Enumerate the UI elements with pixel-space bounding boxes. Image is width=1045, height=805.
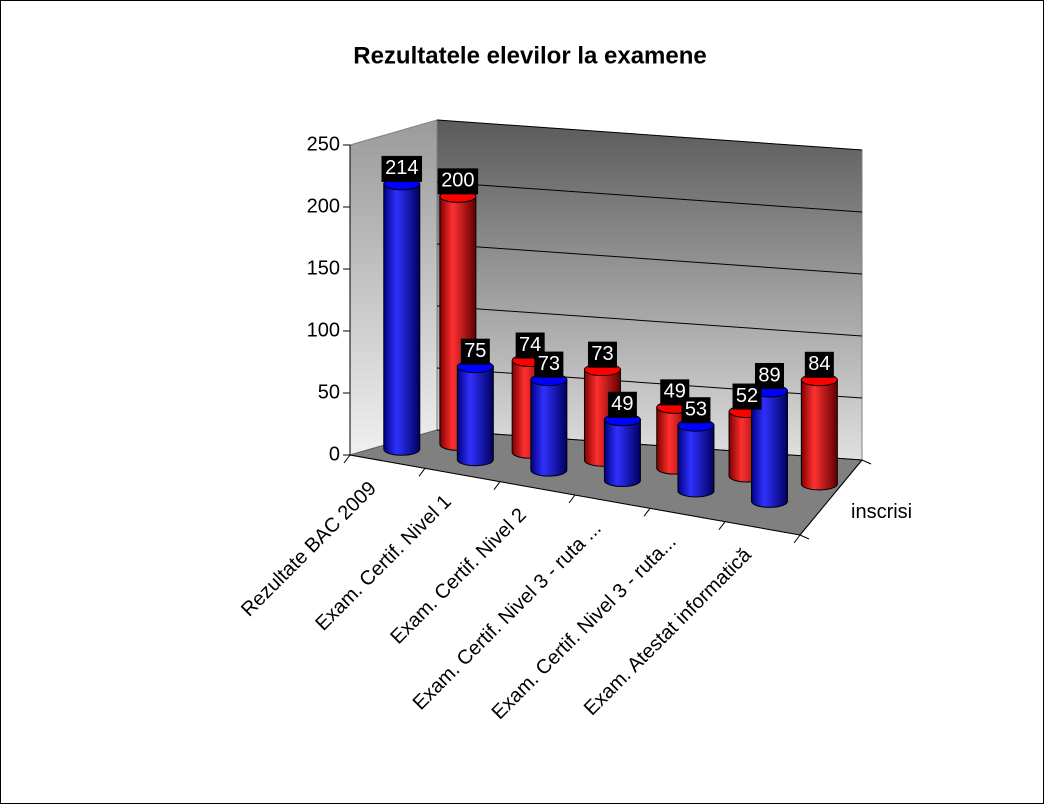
data-label: 53	[685, 398, 707, 420]
cylinder	[530, 373, 568, 477]
data-label: 49	[664, 381, 686, 403]
data-label-bg	[587, 341, 617, 368]
data-label-bg	[754, 362, 784, 389]
grid-line	[436, 181, 863, 213]
data-label: 74	[519, 334, 541, 356]
bar	[456, 366, 494, 467]
data-label-bg	[437, 168, 479, 195]
bar	[800, 379, 838, 491]
depth-tick	[799, 534, 810, 540]
bar	[530, 379, 568, 477]
data-label-bg	[607, 391, 637, 418]
depth-label: inscrisi	[851, 501, 912, 523]
bar	[677, 424, 715, 498]
data-label-bg	[460, 338, 490, 365]
data-label: 75	[464, 340, 486, 362]
x-tick	[718, 521, 726, 530]
x-tick	[418, 468, 426, 477]
data-label: 214	[385, 157, 418, 179]
y-tick-label: 100	[307, 319, 340, 341]
x-tick	[793, 534, 801, 544]
grid-line	[436, 243, 863, 275]
cylinder	[677, 418, 715, 498]
data-label-bg	[804, 351, 834, 378]
data-label: 73	[591, 343, 613, 365]
data-label: 52	[736, 385, 758, 407]
grid-line	[436, 367, 863, 399]
cylinder	[603, 413, 641, 488]
bar	[750, 390, 788, 508]
x-tick	[493, 481, 501, 490]
y-tick-label: 200	[307, 195, 340, 217]
data-label: 73	[538, 353, 560, 375]
data-label-bg	[534, 351, 564, 378]
bar	[603, 419, 641, 488]
data-label: 84	[808, 353, 830, 375]
x-tick	[643, 508, 651, 517]
y-tick-label: 0	[329, 443, 340, 465]
chart-title: Rezultatele elevilor la examene	[353, 42, 707, 69]
bar	[383, 183, 421, 456]
data-label: 49	[611, 393, 633, 415]
x-tick	[343, 454, 351, 464]
y-tick-label: 50	[318, 381, 340, 403]
depth-tick	[861, 459, 872, 465]
back-wall	[436, 119, 863, 461]
y-tick-label: 250	[307, 133, 340, 155]
cylinder	[800, 373, 838, 491]
x-tick	[568, 494, 576, 504]
cylinder	[383, 177, 421, 456]
grid-line	[436, 429, 863, 461]
grid-line	[436, 119, 863, 151]
grid-line	[436, 305, 863, 337]
data-label-bg	[381, 155, 423, 182]
data-label: 89	[758, 364, 780, 386]
cylinder	[456, 360, 494, 467]
y-tick-label: 150	[307, 257, 340, 279]
data-label-bg	[681, 397, 711, 424]
depth-axis	[799, 459, 863, 536]
data-label: 200	[441, 170, 474, 192]
